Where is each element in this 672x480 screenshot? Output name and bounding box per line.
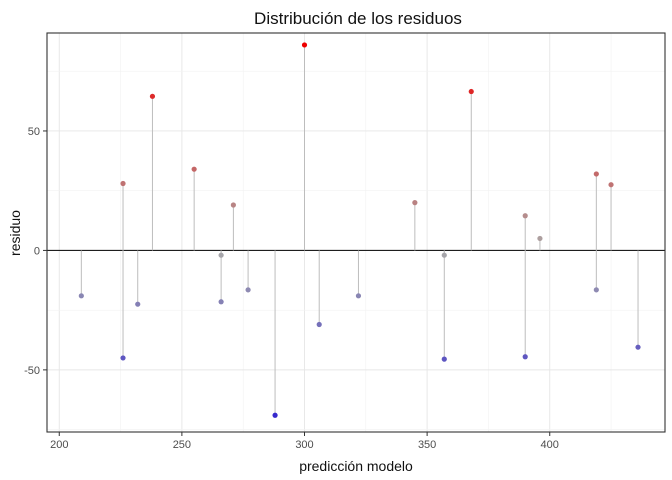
residual-point (120, 180, 126, 187)
residual-point (230, 202, 236, 208)
residual-point (441, 252, 447, 258)
x-tick-label: 350 (418, 439, 436, 451)
residual-point (78, 293, 84, 299)
residual-point (468, 88, 474, 95)
residual-point (635, 344, 641, 350)
residual-point (218, 252, 224, 258)
y-axis-label: residuo (7, 210, 23, 256)
residual-point (441, 356, 447, 362)
residual-point (537, 235, 543, 242)
residual-point (245, 287, 251, 293)
panel-border (46, 32, 666, 433)
residual-stems (80, 44, 639, 416)
y-axis: -50 0 50 (24, 126, 47, 377)
residual-point (412, 200, 418, 206)
residual-point (355, 293, 362, 299)
x-tick-label: 400 (541, 439, 559, 451)
residual-point (301, 42, 308, 48)
residual-point (135, 301, 141, 307)
residual-point (522, 354, 528, 360)
residual-point (522, 213, 528, 219)
x-tick-label: 250 (173, 439, 191, 451)
y-tick-label: 50 (28, 126, 40, 138)
x-tick-label: 300 (295, 439, 313, 451)
chart-title: Distribución de los residuos (254, 9, 462, 28)
y-tick-label: -50 (24, 365, 40, 377)
data-points (78, 42, 641, 418)
x-axis: 200 250 300 350 400 (50, 432, 559, 451)
y-tick-label: 0 (34, 245, 40, 257)
x-tick-label: 200 (50, 439, 68, 451)
grid-lines (47, 33, 665, 432)
residual-point (316, 321, 322, 328)
residual-point (120, 355, 126, 361)
residual-point (593, 171, 599, 177)
residual-point (593, 287, 599, 293)
residual-point (272, 412, 278, 418)
x-axis-label: predicción modelo (299, 458, 413, 474)
residual-point (191, 166, 197, 172)
residual-point (608, 182, 614, 188)
residual-point (218, 299, 224, 305)
residual-point (149, 93, 156, 99)
